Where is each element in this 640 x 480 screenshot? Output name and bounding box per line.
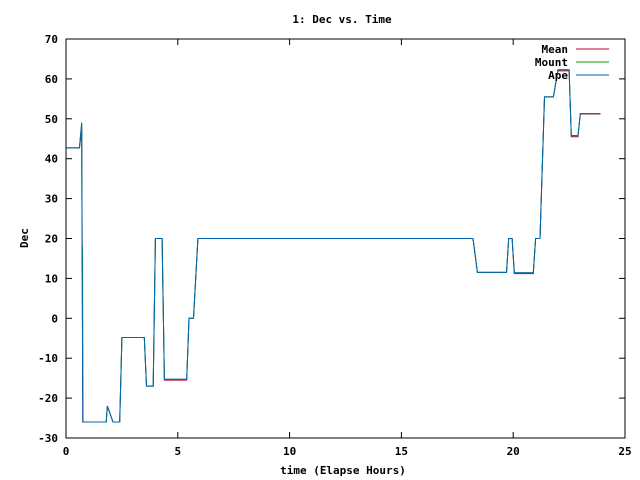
y-tick-label: 10 [45, 272, 58, 285]
x-tick-label: 25 [618, 445, 631, 458]
y-tick-label: -30 [38, 432, 58, 445]
legend-label-mount: Mount [535, 56, 568, 69]
legend-label-ape: Ape [548, 69, 568, 82]
x-tick-label: 20 [507, 445, 520, 458]
y-tick-label: 50 [45, 113, 58, 126]
chart-title: 1: Dec vs. Time [292, 13, 392, 26]
x-axis-label: time (Elapse Hours) [280, 464, 406, 477]
y-tick-label: -20 [38, 392, 58, 405]
y-tick-label: 0 [51, 312, 58, 325]
y-tick-label: 70 [45, 33, 58, 46]
y-axis-label: Dec [18, 228, 31, 248]
x-tick-label: 5 [174, 445, 181, 458]
y-tick-label: -10 [38, 352, 58, 365]
x-tick-label: 0 [63, 445, 70, 458]
y-tick-label: 40 [45, 153, 58, 166]
y-tick-label: 30 [45, 193, 58, 206]
series-line-ape [66, 69, 601, 423]
series-layer [66, 69, 601, 423]
legend-label-mean: Mean [542, 43, 569, 56]
y-tick-label: 20 [45, 233, 58, 246]
y-tick-label: 60 [45, 73, 58, 86]
plot-frame [65, 38, 626, 439]
x-tick-label: 15 [395, 445, 408, 458]
axis-ticks: 0 5 10 15 20 25 -30 -20 -10 0 10 20 30 40 50 60 70 [38, 33, 632, 458]
x-tick-label: 10 [283, 445, 296, 458]
